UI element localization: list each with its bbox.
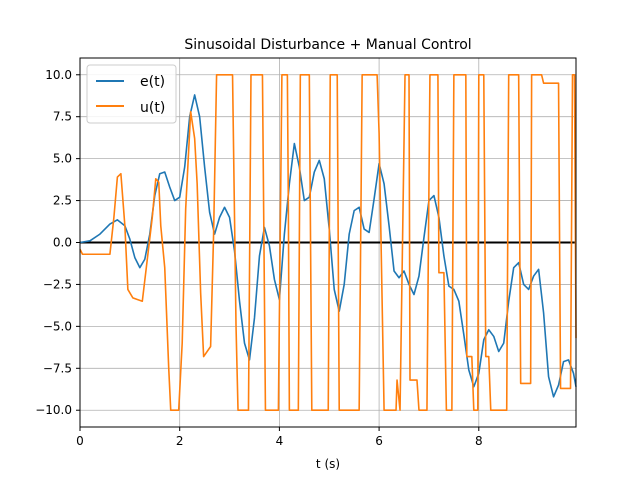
- y-tick-label: 5.0: [53, 152, 72, 166]
- x-axis-label: t (s): [316, 457, 340, 471]
- legend: e(t) u(t): [86, 64, 177, 124]
- x-axis: 0 2 4 6 8: [76, 427, 483, 448]
- series-line-u: [79, 73, 577, 412]
- series-layer: [79, 73, 577, 412]
- y-tick-label: 10.0: [45, 68, 72, 82]
- y-tick-label: −7.5: [43, 361, 72, 375]
- legend-label-e: e(t): [140, 74, 165, 90]
- x-tick-label: 2: [176, 434, 184, 448]
- legend-label-u: u(t): [140, 100, 165, 116]
- y-tick-label: 0.0: [53, 236, 72, 250]
- y-tick-label: −2.5: [43, 277, 72, 291]
- x-tick-label: 0: [76, 434, 84, 448]
- x-tick-label: 8: [475, 434, 483, 448]
- y-tick-label: 7.5: [53, 110, 72, 124]
- y-axis: −10.0 −7.5 −5.0 −2.5 0.0 2.5 5.0 7.5 10.0: [35, 68, 80, 417]
- y-tick-label: −10.0: [35, 403, 72, 417]
- x-tick-label: 6: [375, 434, 383, 448]
- y-tick-label: 2.5: [53, 194, 72, 208]
- legend-box: [86, 64, 177, 124]
- x-tick-label: 4: [276, 434, 284, 448]
- chart-title: Sinusoidal Disturbance + Manual Control: [184, 37, 471, 53]
- y-tick-label: −5.0: [43, 319, 72, 333]
